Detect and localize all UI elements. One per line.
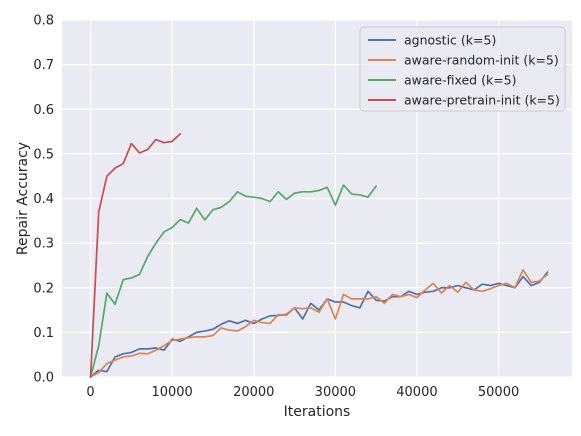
series-line-aware-fixed: [89, 184, 378, 378]
x-tick-label: 0: [86, 385, 94, 400]
x-tick-label: 20000: [233, 385, 274, 400]
y-tick-label: 0.2: [33, 281, 54, 296]
x-tick-label: 10000: [151, 385, 192, 400]
legend-label-aware-random-init: aware-random-init (k=5): [404, 53, 559, 68]
x-axis-label: Iterations: [284, 404, 351, 420]
y-axis-label: Repair Accuracy: [15, 142, 31, 255]
x-tick-label: 50000: [478, 385, 519, 400]
x-tick-label: 30000: [315, 385, 356, 400]
y-tick-label: 0.1: [33, 326, 54, 341]
series-line-agnostic: [89, 271, 549, 378]
legend-label-aware-pretrain-init: aware-pretrain-init (k=5): [404, 93, 560, 108]
legend-box: [359, 26, 566, 112]
legend: agnostic (k=5) aware-random-init (k=5) awa…: [359, 26, 566, 112]
series-lines: [89, 132, 549, 378]
y-tick-label: 0.0: [33, 371, 54, 386]
series-line-aware-random-init: [89, 269, 549, 378]
tick-labels: 0.0 0.1 0.2 0.3 0.4 0.5 0.6 0.7 0.8 0 10000 20000 30…: [33, 14, 519, 401]
legend-label-agnostic: agnostic (k=5): [404, 33, 496, 48]
x-tick-label: 40000: [396, 385, 437, 400]
y-tick-label: 0.4: [33, 192, 54, 207]
legend-label-aware-fixed: aware-fixed (k=5): [404, 73, 517, 88]
y-tick-label: 0.7: [33, 58, 54, 73]
series-line-aware-pretrain-init: [89, 132, 182, 378]
grid: [62, 19, 572, 378]
y-tick-label: 0.6: [33, 103, 54, 118]
y-tick-label: 0.3: [33, 237, 54, 252]
y-tick-label: 0.5: [33, 147, 54, 162]
y-tick-label: 0.8: [33, 14, 54, 29]
